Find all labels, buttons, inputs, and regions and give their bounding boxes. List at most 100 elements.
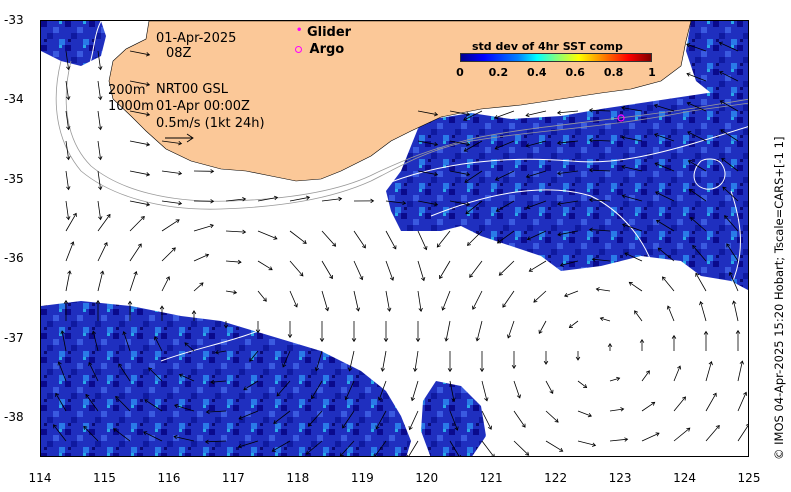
current-arrow (538, 320, 547, 334)
y-tick-label: -38 (4, 410, 24, 425)
current-arrowhead (722, 186, 727, 191)
current-arrow (65, 213, 77, 232)
current-arrow (557, 140, 579, 144)
current-arrowhead (686, 101, 691, 106)
current-arrow (439, 260, 451, 279)
current-arrowhead (588, 227, 593, 232)
sst-patch-east (386, 85, 748, 290)
current-arrowhead (469, 273, 474, 278)
current-arrow (321, 198, 342, 202)
current-arrowhead (557, 201, 562, 206)
current-arrowhead (410, 396, 415, 402)
argo-legend-label: Argo (309, 42, 345, 57)
current-arrow (342, 410, 355, 429)
current-arrow (449, 200, 470, 206)
current-arrowhead (543, 360, 549, 365)
current-arrow (557, 200, 579, 205)
x-tick-label: 124 (673, 471, 696, 485)
current-arrowhead (106, 213, 111, 219)
current-arrow (526, 200, 547, 209)
current-arrow (97, 140, 101, 160)
current-arrowhead (115, 395, 120, 400)
current-arrowhead (688, 188, 693, 193)
current-arrowhead (319, 338, 325, 343)
current-arrowhead (599, 316, 604, 322)
current-arrow (118, 363, 131, 382)
current-arrow (289, 290, 298, 308)
current-arrowhead (726, 243, 731, 248)
x-tick-label: 114 (28, 471, 52, 485)
colorbar-tick-label: 0 (456, 66, 464, 79)
current-arrowhead (276, 392, 281, 397)
argo-float-marker (617, 114, 625, 122)
current-arrow (724, 215, 739, 232)
current-arrow (375, 410, 387, 430)
current-arrow (113, 428, 131, 442)
current-arrowhead (516, 394, 521, 399)
current-arrow (654, 162, 675, 172)
current-arrowhead (739, 360, 744, 365)
current-arrowhead (70, 241, 75, 246)
current-arrow (257, 260, 273, 271)
current-arrow (545, 440, 563, 452)
current-arrowhead (588, 167, 593, 173)
x-tick-label: 115 (93, 471, 116, 485)
current-arrowhead (621, 223, 627, 228)
current-arrow (282, 350, 291, 368)
current-arrowhead (526, 204, 531, 210)
current-arrowhead (559, 262, 565, 267)
current-arrowhead (418, 307, 423, 312)
current-arrow (476, 320, 483, 341)
current-arrowhead (191, 310, 197, 315)
current-arrowhead (174, 403, 179, 409)
current-arrow (641, 370, 650, 382)
current-arrowhead (238, 415, 243, 420)
current-arrowhead (719, 100, 724, 105)
current-arrowhead (145, 112, 151, 117)
current-arrowhead (559, 447, 564, 452)
current-arrowhead (465, 172, 471, 177)
current-arrow (737, 392, 747, 412)
current-arrowhead (98, 96, 103, 101)
current-arrow (657, 247, 675, 262)
current-arrowhead (243, 386, 248, 391)
current-arrowhead (113, 428, 118, 433)
current-arrowhead (273, 195, 279, 201)
current-arrowhead (223, 324, 229, 329)
current-arrow (557, 230, 579, 236)
current-arrowhead (332, 242, 337, 247)
current-arrowhead (67, 270, 72, 275)
current-arrow (129, 50, 150, 56)
current-arrowhead (344, 396, 349, 401)
current-arrow (622, 166, 643, 172)
current-arrowhead (383, 338, 389, 343)
current-arrowhead (645, 370, 650, 375)
current-arrow (385, 230, 397, 250)
current-arrowhead (703, 330, 709, 335)
current-arrow (629, 281, 643, 292)
argo-marker-icon (295, 46, 302, 53)
current-arrow (143, 431, 163, 442)
current-arrowhead (525, 143, 530, 148)
current-arrow (600, 317, 611, 322)
current-arrow (705, 425, 720, 442)
current-arrow (737, 425, 748, 442)
current-arrowhead (634, 310, 639, 315)
current-arrowhead (494, 176, 500, 181)
current-arrowhead (433, 172, 439, 177)
current-arrowhead (305, 450, 310, 455)
current-arrowhead (205, 409, 210, 415)
current-arrowhead (466, 241, 471, 246)
current-arrow (495, 170, 515, 181)
current-arrowhead (98, 186, 103, 191)
current-arrowhead (651, 401, 656, 406)
current-arrowhead (621, 135, 626, 140)
x-tick-label: 117 (221, 471, 245, 485)
current-arrowhead (595, 287, 600, 292)
current-arrowhead (712, 392, 717, 397)
glider-legend: • Glider (296, 25, 351, 40)
current-arrowhead (521, 423, 526, 428)
current-arrow (622, 224, 643, 232)
current-arrow (249, 350, 259, 362)
current-arrow (161, 140, 182, 144)
